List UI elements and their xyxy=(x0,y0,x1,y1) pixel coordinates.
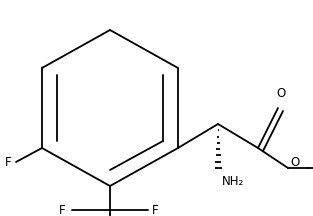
Text: NH₂: NH₂ xyxy=(222,175,244,188)
Text: O: O xyxy=(276,87,286,100)
Text: F: F xyxy=(59,203,66,216)
Text: O: O xyxy=(290,156,299,168)
Text: F: F xyxy=(152,203,159,216)
Text: F: F xyxy=(5,156,12,168)
